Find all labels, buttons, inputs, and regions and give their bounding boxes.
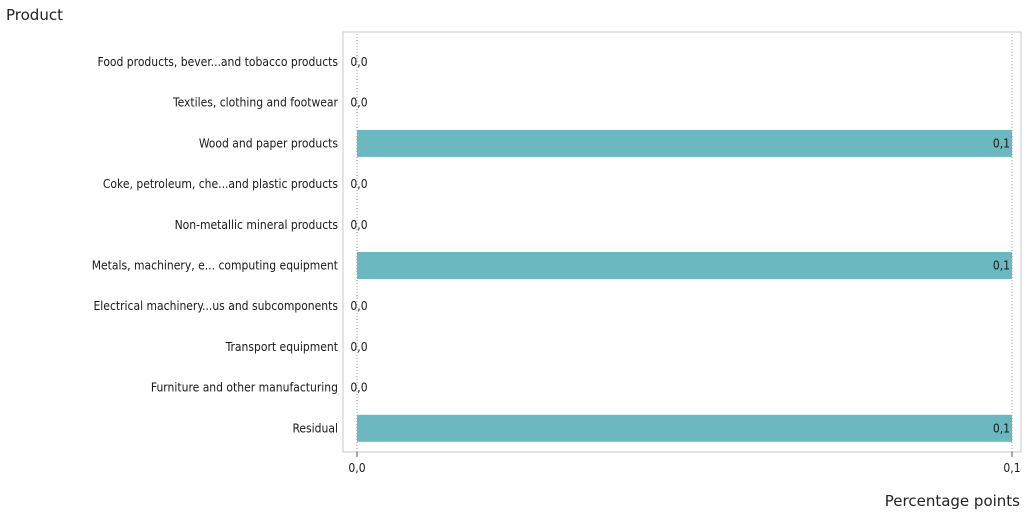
category-label-3: Coke, petroleum, che...and plastic produ… xyxy=(103,177,338,191)
x-tick-label-0: 0,0 xyxy=(348,461,365,475)
x-tick-label-1: 0,1 xyxy=(1003,461,1020,475)
category-label-0: Food products, bever...and tobacco produ… xyxy=(98,55,339,69)
value-label-8: 0,0 xyxy=(350,381,367,395)
category-label-4: Non-metallic mineral products xyxy=(175,218,339,232)
value-label-3: 0,0 xyxy=(350,177,367,191)
category-label-7: Transport equipment xyxy=(225,340,338,354)
x-axis-title: Percentage points xyxy=(884,492,1020,510)
value-label-1: 0,0 xyxy=(350,96,367,110)
bar-9 xyxy=(357,414,1012,442)
category-label-9: Residual xyxy=(292,421,338,435)
category-label-1: Textiles, clothing and footwear xyxy=(172,96,339,110)
value-label-2: 0,1 xyxy=(993,136,1010,150)
category-label-2: Wood and paper products xyxy=(199,136,339,150)
value-label-4: 0,0 xyxy=(350,218,367,232)
category-label-8: Furniture and other manufacturing xyxy=(151,381,338,395)
category-label-6: Electrical machinery...us and subcompone… xyxy=(93,299,338,313)
value-label-9: 0,1 xyxy=(993,421,1010,435)
bar-5 xyxy=(357,252,1012,279)
bar-2 xyxy=(357,129,1012,157)
value-label-6: 0,0 xyxy=(350,299,367,313)
chart-title: Product xyxy=(6,6,63,24)
value-label-7: 0,0 xyxy=(350,340,367,354)
value-label-5: 0,1 xyxy=(993,259,1010,273)
category-label-5: Metals, machinery, e... computing equipm… xyxy=(92,259,338,273)
plot-frame xyxy=(342,31,1022,453)
value-label-0: 0,0 xyxy=(350,55,367,69)
